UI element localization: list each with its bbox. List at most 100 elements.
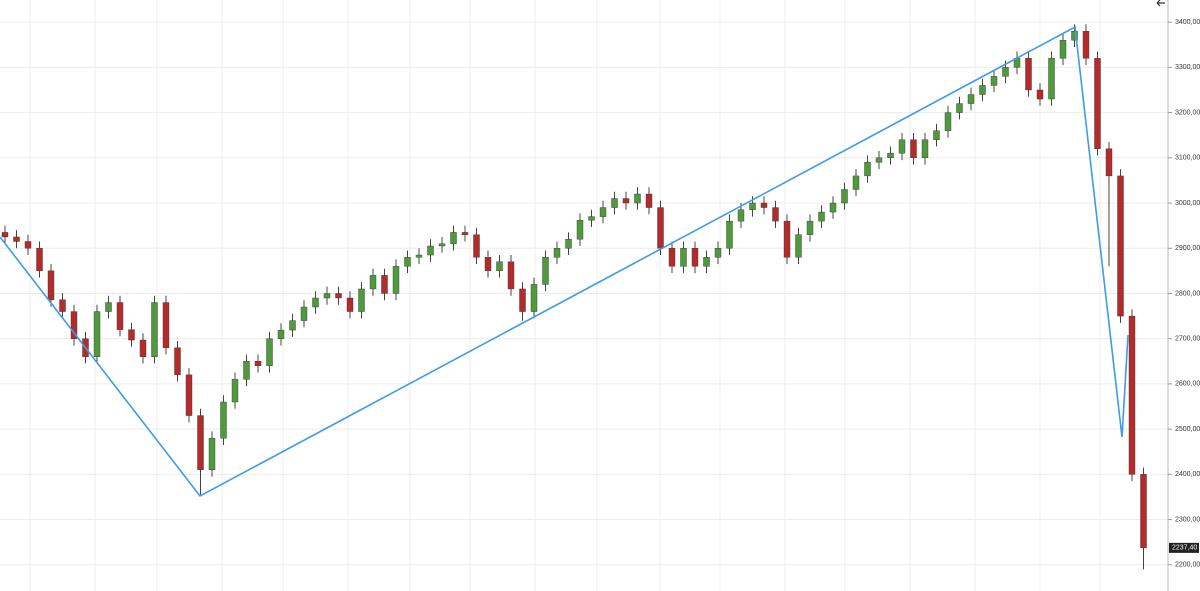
candle-body [852,175,860,190]
candle-body [208,437,216,471]
candle-body [323,293,331,299]
candle-body [749,202,756,211]
candle-body [473,234,480,258]
candle-body [829,202,837,213]
candle-body [806,220,814,235]
candle-body [174,347,181,376]
candle-body [254,361,262,367]
candle-body [450,232,457,244]
y-tick-label: 2400,00 [1175,471,1200,478]
candle-body [93,311,101,357]
candle-body [887,153,894,159]
candle-body [231,379,239,403]
candle-body [151,302,158,357]
candle-body [1082,31,1090,59]
candle-body [415,254,423,258]
candle-body [760,202,768,208]
y-tick-label: 3000,00 [1175,200,1200,207]
candle-body [392,266,400,294]
candle-body [1025,58,1032,91]
candle-body [358,288,365,312]
candle-body [1059,40,1067,59]
candle-body [967,94,975,104]
y-tick-label: 3400,00 [1175,19,1200,26]
candle-body [1117,175,1124,317]
back-arrow-icon[interactable] [1156,0,1165,7]
candle-body [346,297,354,312]
candle-body [300,306,308,321]
candle-body [438,243,446,247]
candle-body [70,311,78,339]
candle-body [864,162,871,177]
candle-body [24,241,32,249]
candle-body [726,220,733,249]
candle-body [1128,315,1136,475]
candle-body [645,193,653,208]
candle-body [691,248,699,267]
candle-body [369,275,377,290]
candle-body [898,139,906,154]
candle-body [553,248,561,258]
candle-body [139,339,147,357]
last-price-label: 2237,40 [1172,545,1197,552]
candles [1,24,1147,570]
y-tick-label: 2900,00 [1175,245,1200,252]
trend-line [0,25,1129,498]
candle-body [841,189,848,204]
vertical-grid [29,0,1101,591]
candle-body [1105,148,1113,177]
candle-body [59,299,66,312]
candle-body [576,220,584,240]
candle-body [519,288,526,312]
candle-body [565,239,572,249]
candle-body [530,284,538,312]
y-tick-label: 2200,00 [1175,562,1200,569]
candle-body [277,329,285,339]
y-tick-label: 2800,00 [1175,290,1200,297]
candle-body [1036,89,1044,100]
candle-body [243,361,250,380]
candle-body [105,302,112,312]
y-tick-label: 3300,00 [1175,64,1200,71]
candle-body [588,216,595,221]
candle-body [1071,31,1078,41]
price-axis [1168,0,1200,591]
candle-body [312,297,319,308]
candle-body [910,139,917,159]
candle-body [185,374,193,416]
horizontal-grid [0,21,1168,566]
candle-body [484,257,492,272]
y-tick-label: 2300,00 [1175,516,1200,523]
candle-body [921,139,929,159]
candle-body [634,193,641,204]
y-tick-label: 2600,00 [1175,381,1200,388]
candle-body [381,275,388,294]
candle-body [162,302,170,348]
y-tick-label: 2500,00 [1175,426,1200,433]
candle-body [1,232,9,238]
y-tick-label: 2700,00 [1175,336,1200,343]
candle-body [990,76,998,86]
candle-body [36,248,43,272]
candle-body [783,220,791,258]
candle-body [737,209,745,222]
candle-body [944,112,952,131]
candle-body [116,302,124,330]
candle-body [220,401,227,439]
candle-body [611,198,618,208]
candle-body [1094,58,1101,149]
candle-body [703,257,710,267]
candle-body [680,248,687,267]
y-tick-label: 3200,00 [1175,109,1200,116]
candle-body [197,415,204,471]
candle-body [668,248,676,267]
candle-body [461,232,469,235]
last-price-tag [1169,542,1199,553]
candle-body [1002,67,1009,77]
candle-body [542,257,549,285]
candle-body [979,85,986,95]
candle-body [13,236,20,242]
candle-body [128,329,135,341]
